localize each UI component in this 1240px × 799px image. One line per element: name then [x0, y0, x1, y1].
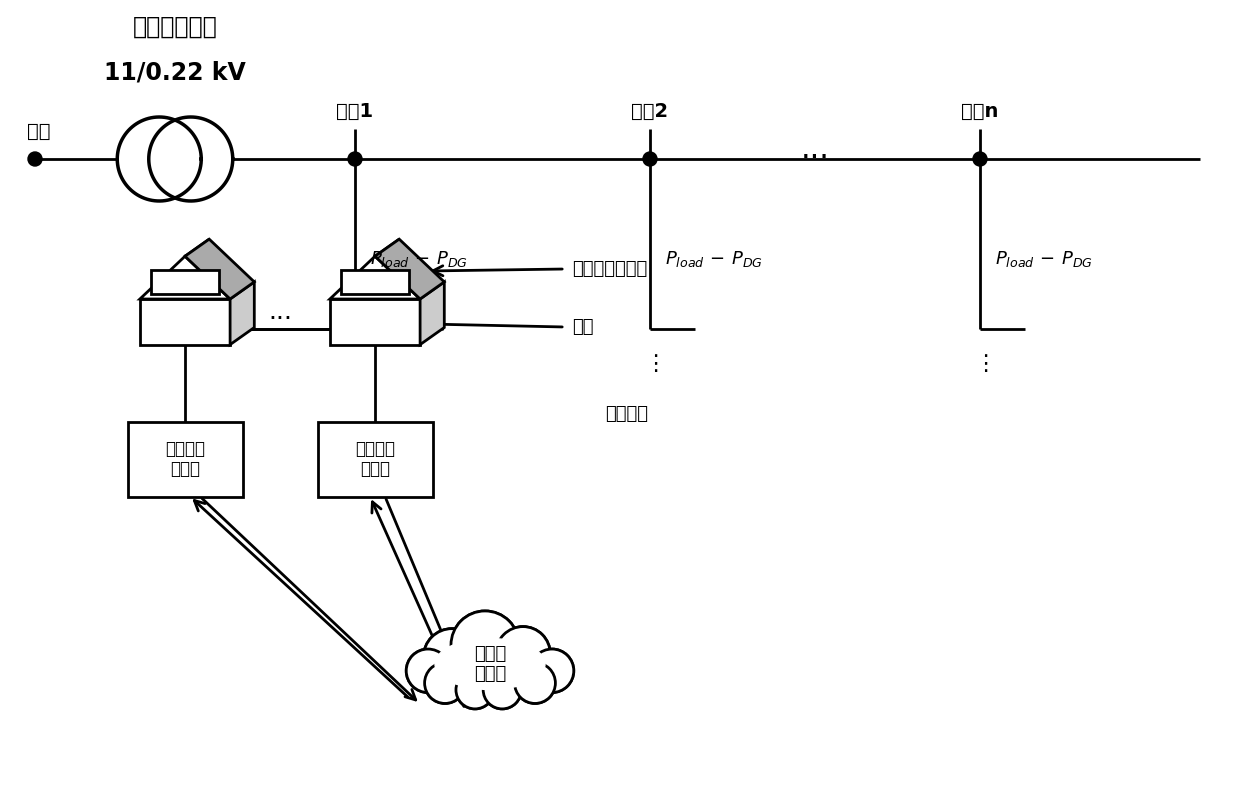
- Text: ···: ···: [801, 145, 830, 173]
- Bar: [140, 299, 231, 344]
- Ellipse shape: [435, 638, 546, 690]
- Text: 用户侧控
制单元: 用户侧控 制单元: [165, 439, 205, 479]
- Circle shape: [424, 662, 465, 703]
- Text: ⋮: ⋮: [973, 354, 996, 374]
- Circle shape: [423, 629, 481, 686]
- Bar: [317, 422, 433, 496]
- Circle shape: [407, 649, 450, 693]
- Circle shape: [407, 649, 450, 693]
- Text: 负荷: 负荷: [572, 318, 594, 336]
- Circle shape: [484, 671, 521, 709]
- Circle shape: [348, 152, 362, 166]
- Text: $\it{P}_{load}$$\,-\,$$\it{P}_{DG}$: $\it{P}_{load}$$\,-\,$$\it{P}_{DG}$: [370, 249, 467, 269]
- Text: 总线2: 总线2: [631, 102, 668, 121]
- Bar: [330, 299, 420, 344]
- Circle shape: [423, 629, 481, 686]
- Polygon shape: [185, 239, 254, 299]
- Text: ···: ···: [268, 307, 291, 331]
- Text: 用户侧控
制单元: 用户侧控 制单元: [355, 439, 396, 479]
- Circle shape: [456, 671, 494, 709]
- Circle shape: [644, 152, 657, 166]
- Circle shape: [496, 626, 551, 681]
- Text: 分布式发电装置: 分布式发电装置: [572, 260, 647, 278]
- Circle shape: [451, 611, 520, 679]
- Polygon shape: [420, 282, 444, 344]
- Circle shape: [496, 626, 551, 681]
- Circle shape: [531, 649, 574, 693]
- Polygon shape: [231, 282, 254, 344]
- Bar: [128, 422, 243, 496]
- Circle shape: [531, 649, 574, 693]
- Circle shape: [456, 671, 494, 709]
- Text: 11/0.22 kV: 11/0.22 kV: [104, 60, 246, 84]
- Text: 互联网
云平台: 互联网 云平台: [474, 645, 506, 683]
- Text: 变电站变庋器: 变电站变庋器: [133, 15, 217, 39]
- Circle shape: [496, 626, 551, 681]
- Ellipse shape: [425, 630, 556, 698]
- Text: 电网: 电网: [27, 122, 51, 141]
- Text: 总线1: 总线1: [336, 102, 373, 121]
- Text: $\it{P}_{load}$$\,-\,$$\it{P}_{DG}$: $\it{P}_{load}$$\,-\,$$\it{P}_{DG}$: [665, 249, 763, 269]
- Text: $\it{P}_{load}$$\,-\,$$\it{P}_{DG}$: $\it{P}_{load}$$\,-\,$$\it{P}_{DG}$: [994, 249, 1092, 269]
- Text: 总线n: 总线n: [961, 102, 998, 121]
- Circle shape: [484, 671, 521, 709]
- Circle shape: [451, 611, 520, 679]
- Polygon shape: [341, 270, 409, 294]
- Circle shape: [515, 662, 556, 703]
- Circle shape: [424, 662, 465, 703]
- Circle shape: [451, 611, 520, 679]
- Text: 通信网络: 通信网络: [605, 405, 649, 423]
- Circle shape: [515, 662, 556, 703]
- Circle shape: [423, 629, 481, 686]
- Polygon shape: [374, 239, 444, 299]
- Polygon shape: [140, 256, 231, 299]
- Circle shape: [973, 152, 987, 166]
- Circle shape: [29, 152, 42, 166]
- Text: ⋮: ⋮: [644, 354, 666, 374]
- Polygon shape: [151, 270, 218, 294]
- Polygon shape: [330, 256, 420, 299]
